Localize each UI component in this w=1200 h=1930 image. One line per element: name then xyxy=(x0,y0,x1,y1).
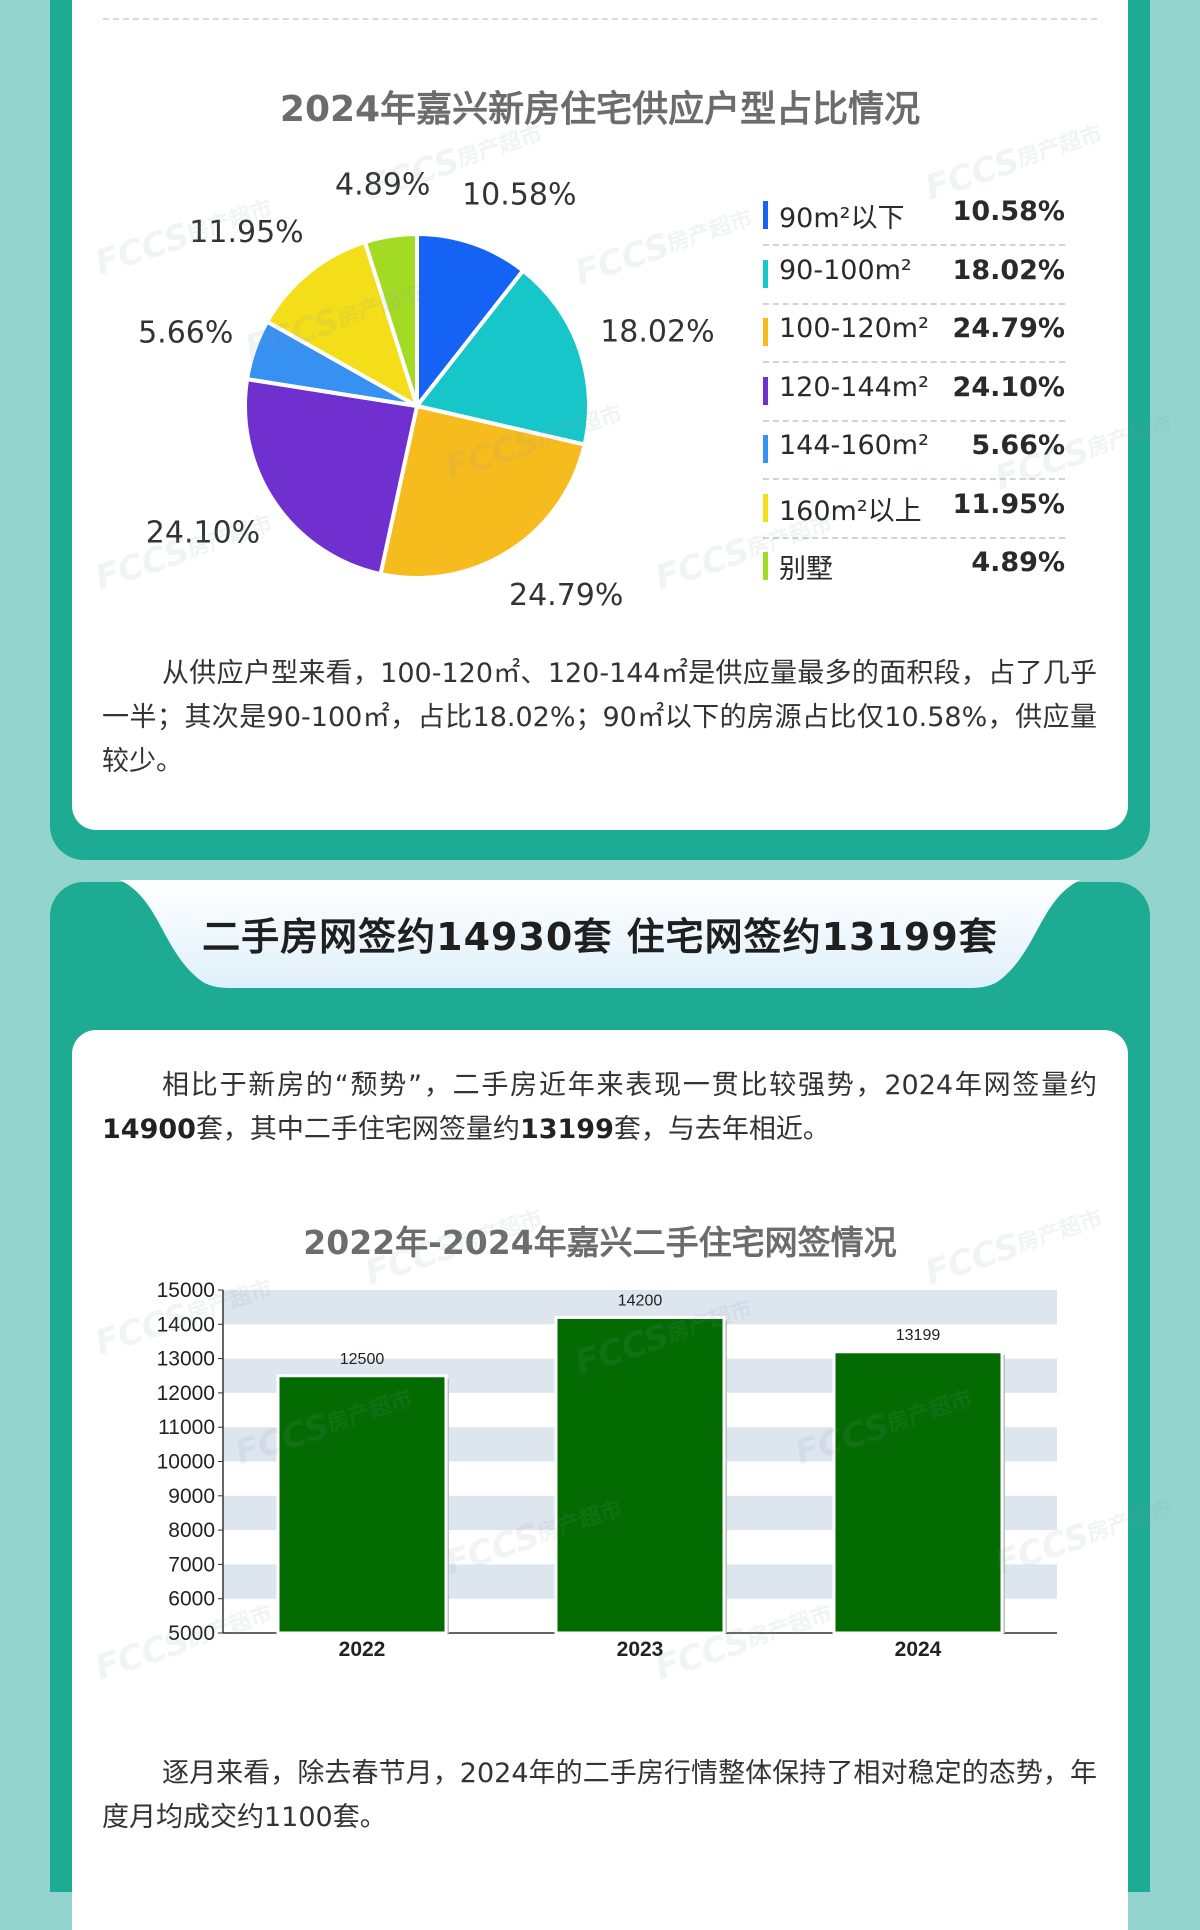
pie-chart-title: 2024年嘉兴新房住宅供应户型占比情况 xyxy=(279,89,921,130)
legend-label: 120-144m² xyxy=(779,371,929,403)
legend-item: 别墅 4.89% xyxy=(763,537,1065,595)
legend-color-swatch xyxy=(763,201,768,229)
legend-item: 90m²以下 10.58% xyxy=(763,186,1065,246)
legend-value: 24.10% xyxy=(952,371,1065,403)
legend-item: 90-100m² 18.02% xyxy=(763,245,1065,305)
legend-item: 120-144m² 24.10% xyxy=(763,362,1065,422)
pie-slice xyxy=(243,377,419,577)
legend-value: 24.79% xyxy=(952,313,1065,344)
legend-color-swatch xyxy=(763,493,768,522)
legend-label: 别墅 xyxy=(779,554,833,585)
pie-data-label: 24.79% xyxy=(509,578,623,613)
legend-item: 144-160m² 5.66% xyxy=(763,420,1065,480)
pie-slice xyxy=(415,232,526,408)
legend-color-swatch xyxy=(763,435,768,463)
pie-data-label: 24.10% xyxy=(146,516,260,551)
pie-data-label: 4.89% xyxy=(335,168,430,203)
legend-label: 90m²以下 xyxy=(779,203,905,234)
section-ribbon xyxy=(120,880,1080,988)
legend-color-swatch xyxy=(763,552,768,580)
pie-slice xyxy=(265,240,419,408)
legend-label: 144-160m² xyxy=(779,430,929,461)
pie-data-label: 18.02% xyxy=(600,314,714,349)
secondhand-monthly-paragraph: 逐月来看，除去春节月，2024年的二手房行情整体保持了相对稳定的态势，年度月均成… xyxy=(102,1758,1097,1833)
pie-slice xyxy=(415,268,591,447)
pie-data-label: 10.58% xyxy=(462,177,576,212)
bar-chart-title: 2022年-2024年嘉兴二手住宅网签情况 xyxy=(303,1223,897,1262)
legend-value: 5.66% xyxy=(971,430,1065,461)
legend-label: 160m²以上 xyxy=(779,495,922,527)
legend-item: 160m²以上 11.95% xyxy=(763,479,1065,539)
pie-chart: 10.58% 18.02% 24.79% 24.10% 5.66% 11.95% 4.89% xyxy=(138,168,715,613)
section-ribbon-text: 二手房网签约14930套 住宅网签约13199套 xyxy=(202,915,998,959)
pie-analysis-paragraph: 从供应户型来看，100-120㎡、120-144㎡是供应量最多的面积段，占了几乎… xyxy=(102,658,1097,777)
legend-item: 100-120m² 24.79% xyxy=(763,303,1065,363)
secondhand-intro-paragraph: 相比于新房的“颓势”，二手房近年来表现一贯比较强势，2024年网签量约14900… xyxy=(102,1070,1097,1145)
legend-color-swatch xyxy=(763,376,768,405)
legend-label: 100-120m² xyxy=(779,313,929,344)
legend-value: 10.58% xyxy=(952,196,1065,227)
pie-data-label: 11.95% xyxy=(189,215,303,250)
pie-slice xyxy=(362,232,419,408)
top-divider xyxy=(103,18,1097,20)
legend-value: 4.89% xyxy=(971,547,1065,578)
legend-color-swatch xyxy=(763,318,768,346)
legend-value: 18.02% xyxy=(952,254,1065,286)
legend-label: 90-100m² xyxy=(779,254,912,286)
pie-slice xyxy=(378,404,587,580)
legend-value: 11.95% xyxy=(952,488,1065,520)
pie-data-label: 5.66% xyxy=(138,315,233,350)
legend-color-swatch xyxy=(763,259,768,288)
